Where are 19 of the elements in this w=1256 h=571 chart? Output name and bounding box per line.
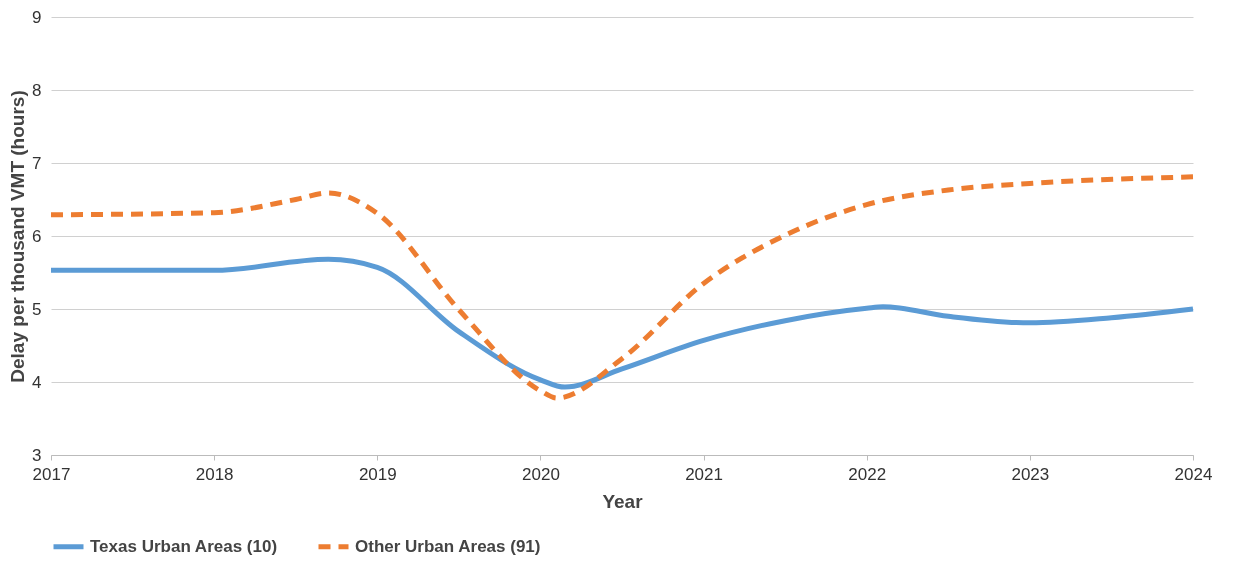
y-tick-label: 8 <box>32 80 42 100</box>
y-tick-label: 6 <box>32 226 42 246</box>
x-tick-label: 2017 <box>32 464 71 484</box>
y-tick-label: 9 <box>32 7 42 27</box>
y-tick-label: 4 <box>32 372 42 392</box>
legend-label: Texas Urban Areas (10) <box>90 536 278 556</box>
y-tick-label: 7 <box>32 153 42 173</box>
x-axis-title: Year <box>602 490 644 512</box>
y-tick-label: 3 <box>32 445 42 465</box>
x-tick-label: 2020 <box>522 464 560 484</box>
y-axis-title: Delay per thousand VMT (hours) <box>7 90 29 383</box>
y-tick-label: 5 <box>32 299 42 319</box>
x-tick-label: 2023 <box>1011 464 1050 484</box>
x-tick-label: 2024 <box>1174 464 1213 484</box>
x-tick-label: 2022 <box>848 464 887 484</box>
x-tick-label: 2018 <box>195 464 234 484</box>
legend-label: Other Urban Areas (91) <box>355 536 541 556</box>
x-tick-label: 2019 <box>358 464 397 484</box>
x-tick-label: 2021 <box>685 464 723 484</box>
